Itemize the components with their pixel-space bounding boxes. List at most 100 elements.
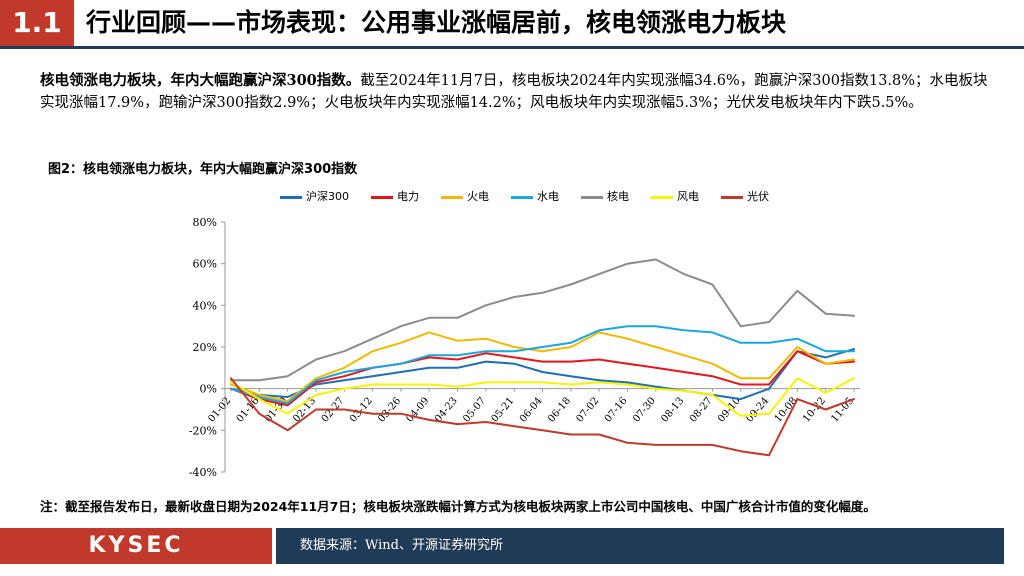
data-point-1-2 [286,404,289,407]
data-point-4-1 [258,379,261,382]
line-chart: 80%60%40%20%0%-20%-40%01-02 01-16 01-30 02-… [189,216,860,479]
data-point-2-1 [258,394,261,396]
data-point-4-18 [739,325,742,327]
data-point-3-7 [428,354,431,357]
data-point-6-3 [315,408,317,411]
data-point-4-8 [456,317,459,319]
data-point-4-21 [824,312,827,315]
data-point-5-18 [739,414,742,417]
data-point-5-19 [768,412,770,415]
y-tick-label-1: 60% [193,258,217,271]
legend-item-0: 沪深300 [280,188,349,204]
data-point-2-11 [541,350,544,352]
data-point-2-13 [598,331,600,334]
title-bar: 1.1 行业回顾——市场表现：公用事业涨幅居前，核电领涨电力板块 [0,0,1024,50]
data-point-5-22 [853,377,855,380]
footer: KYSEC 数据来源：Wind、开源证券研究所 [0,528,1024,564]
data-point-5-8 [456,385,459,388]
data-point-6-6 [400,412,402,415]
data-point-1-15 [654,367,657,369]
data-point-3-17 [711,331,714,334]
data-point-2-14 [626,337,629,340]
data-point-2-18 [739,377,742,380]
y-tick-label-0: 80% [193,216,217,229]
legend-label-3: 水电 [537,190,559,203]
data-point-5-16 [683,389,685,392]
data-point-3-9 [485,350,487,352]
x-tick-label-10: 05-21 [490,396,517,425]
data-point-2-3 [315,377,317,380]
data-point-6-15 [654,444,657,446]
data-point-3-16 [683,329,685,332]
data-point-3-12 [570,342,572,344]
data-point-5-14 [626,383,629,386]
data-point-4-16 [683,273,685,275]
legend-label-1: 电力 [397,190,419,203]
data-point-0-21 [824,356,827,359]
legend-swatch-5 [651,195,673,199]
data-point-1-17 [711,375,714,377]
summary-lead: 核电领涨电力板块，年内大幅跑赢沪深300指数。 [40,72,361,89]
data-point-2-5 [371,350,374,352]
x-tick-label-14: 07-16 [603,396,630,425]
x-tick-label-12: 06-18 [546,396,573,425]
data-point-2-17 [711,362,714,365]
data-point-6-16 [683,444,685,446]
data-point-6-20 [796,398,799,400]
data-point-5-3 [315,394,317,396]
data-point-3-14 [626,325,629,327]
data-point-1-22 [853,360,855,363]
data-point-3-11 [541,346,544,348]
data-point-3-21 [824,350,827,352]
data-point-5-15 [654,387,657,390]
data-point-5-2 [286,412,289,415]
data-point-6-0 [230,377,232,380]
data-point-3-3 [315,379,317,382]
data-point-2-8 [456,339,459,342]
x-tick-label-0: 01-02 [206,396,233,425]
data-point-2-7 [428,331,431,334]
data-point-1-10 [513,356,515,359]
x-tick-label-21: 10-22 [801,396,828,425]
data-point-4-7 [428,317,431,319]
y-tick-label-2: 40% [193,299,217,312]
data-point-0-2 [286,396,289,398]
data-point-0-4 [343,379,346,382]
data-point-2-19 [768,377,770,380]
y-tick-label-5: -20% [189,424,217,437]
data-point-4-22 [853,314,855,317]
x-tick-label-13: 07-02 [574,396,601,425]
legend-label-5: 风电 [677,190,699,203]
data-point-2-20 [796,346,799,348]
data-point-0-5 [371,375,374,377]
series-0 [230,348,855,401]
data-point-5-1 [258,398,261,400]
data-point-6-9 [485,421,487,423]
data-point-4-10 [513,296,515,298]
data-point-5-13 [598,381,600,384]
y-tick-label-6: -40% [189,466,217,479]
data-point-5-21 [824,392,827,394]
data-point-4-20 [796,289,799,292]
data-point-6-2 [286,429,289,432]
data-point-0-14 [626,381,629,384]
legend-label-6: 光伏 [747,190,769,203]
series-4 [230,258,855,382]
legend-item-4: 核电 [581,188,629,204]
figure-note: 注：截至报告发布日，最新收盘日期为2024年11月7日；核电板块涨跌幅计算方式为… [40,499,876,514]
data-point-0-11 [541,371,544,373]
series-6 [230,377,855,457]
data-point-0-19 [768,387,770,390]
data-point-6-17 [711,444,714,446]
data-point-2-2 [286,400,289,402]
data-point-0-8 [456,367,459,369]
data-point-5-0 [230,381,232,384]
data-point-1-18 [739,383,742,386]
data-point-6-18 [739,450,742,452]
data-point-5-20 [796,377,799,380]
series-2 [230,331,855,403]
data-point-1-8 [456,358,459,361]
data-point-1-11 [541,360,544,363]
x-tick-label-16: 08-13 [659,396,686,425]
data-point-2-15 [654,346,657,348]
